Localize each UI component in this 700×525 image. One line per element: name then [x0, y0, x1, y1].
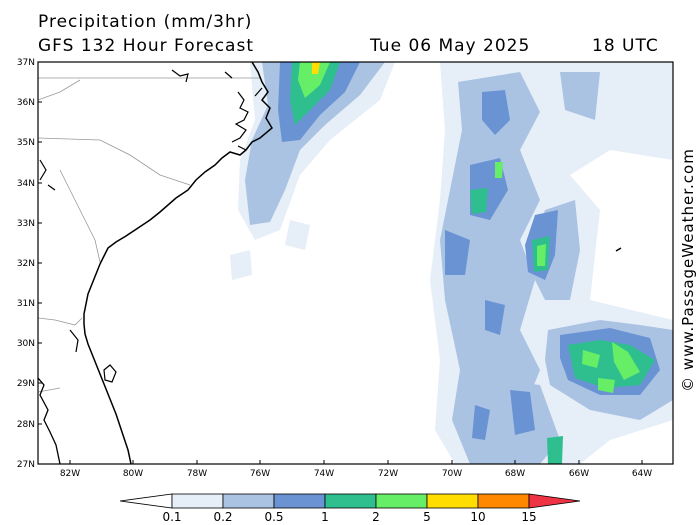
- lon-tick-label: 76W: [250, 469, 270, 479]
- lon-tick-label: 66W: [569, 469, 589, 479]
- precip-field: [230, 62, 673, 464]
- lat-tick-label: 27N: [17, 460, 35, 470]
- lat-axis: 37N 36N 35N 34N 33N 32N 31N 30N 29N 28N …: [17, 58, 35, 470]
- coastline: [38, 62, 622, 464]
- lon-tick-label: 82W: [60, 469, 80, 479]
- lon-tick-label: 80W: [123, 469, 143, 479]
- colorbar-label: 1: [321, 510, 329, 524]
- chesapeake-outline: [39, 69, 233, 353]
- atlantic-coast: [83, 62, 273, 464]
- lat-ticks: [38, 61, 643, 465]
- colorbar-label: 0.2: [213, 510, 232, 524]
- lat-tick-label: 33N: [17, 219, 35, 229]
- colorbar-max-arrow: [528, 493, 581, 509]
- colorbar-segment: [324, 493, 377, 509]
- colorbar-segment: [426, 493, 479, 509]
- colorbar: 0.1 0.2 0.5 1 2 5 10 15: [119, 493, 581, 524]
- lat-tick-label: 32N: [17, 259, 35, 269]
- pamlico-sound: [231, 87, 263, 151]
- colorbar-segment: [171, 493, 224, 509]
- colorbar-segment: [375, 493, 428, 509]
- colorbar-label: 2: [372, 510, 380, 524]
- state-borders: [38, 77, 260, 393]
- lat-tick-label: 29N: [17, 379, 35, 389]
- colorbar-label: 10: [470, 510, 485, 524]
- lat-tick-label: 35N: [17, 138, 35, 148]
- lat-tick-label: 36N: [17, 98, 35, 108]
- lon-tick-label: 72W: [378, 469, 398, 479]
- lon-tick-label: 64W: [632, 469, 652, 479]
- lon-axis: 82W 80W 78W 76W 74W 72W 70W 68W 66W 64W: [60, 469, 652, 479]
- colorbar-segment: [477, 493, 530, 509]
- precip-2: [298, 62, 640, 393]
- colorbar-label: 15: [521, 510, 536, 524]
- bermuda-outline: [615, 247, 622, 252]
- colorbar-segment: [222, 493, 275, 509]
- map-title: Precipitation (mm/3hr): [38, 12, 253, 32]
- colorbar-label: 5: [423, 510, 431, 524]
- lat-tick-label: 28N: [17, 420, 35, 430]
- precip-5: [312, 62, 320, 74]
- colorbar-min-arrow: [119, 493, 173, 509]
- colorbar-label: 0.1: [162, 510, 181, 524]
- lon-tick-label: 70W: [442, 469, 462, 479]
- lon-tick-label: 68W: [505, 469, 525, 479]
- okeechobee-outline: [103, 364, 117, 383]
- lat-tick-label: 31N: [17, 299, 35, 309]
- colorbar-segment: [273, 493, 326, 509]
- lon-tick-label: 78W: [187, 469, 207, 479]
- lat-tick-label: 37N: [17, 58, 35, 68]
- colorbar-label: 0.5: [264, 510, 283, 524]
- valid-date: Tue 06 May 2025: [370, 36, 531, 56]
- gulf-coast: [38, 377, 61, 464]
- website-credit: © www.PassageWeather.com: [679, 148, 697, 392]
- lat-tick-label: 34N: [17, 179, 35, 189]
- valid-time: 18 UTC: [592, 36, 659, 56]
- forecast-model: GFS 132 Hour Forecast: [38, 36, 254, 56]
- lat-tick-label: 30N: [17, 339, 35, 349]
- lon-tick-label: 74W: [314, 469, 334, 479]
